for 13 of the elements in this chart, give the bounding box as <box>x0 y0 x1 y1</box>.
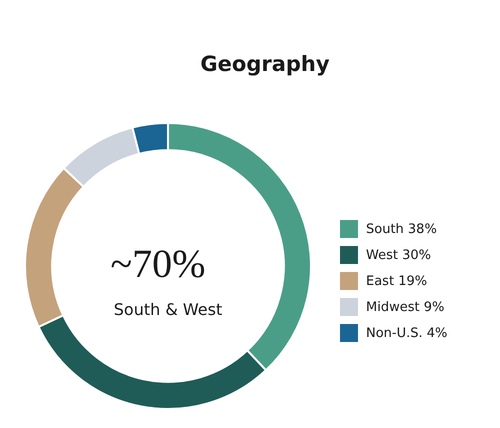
data-label: 4% <box>426 326 448 340</box>
chart-title: Geography <box>199 52 331 76</box>
data-label: 9% <box>424 300 444 314</box>
legend-label: East <box>366 274 394 288</box>
data-label: 30% <box>402 248 431 262</box>
text: South & West <box>112 300 224 319</box>
legend-label: West <box>366 248 398 262</box>
data-label: 38% <box>408 222 437 236</box>
text: ~70% <box>110 240 206 287</box>
data-label: 19% <box>398 274 428 288</box>
legend-label: Midwest <box>366 300 420 314</box>
legend-label: Non-U.S. <box>366 326 423 340</box>
legend-label: South <box>366 222 404 236</box>
